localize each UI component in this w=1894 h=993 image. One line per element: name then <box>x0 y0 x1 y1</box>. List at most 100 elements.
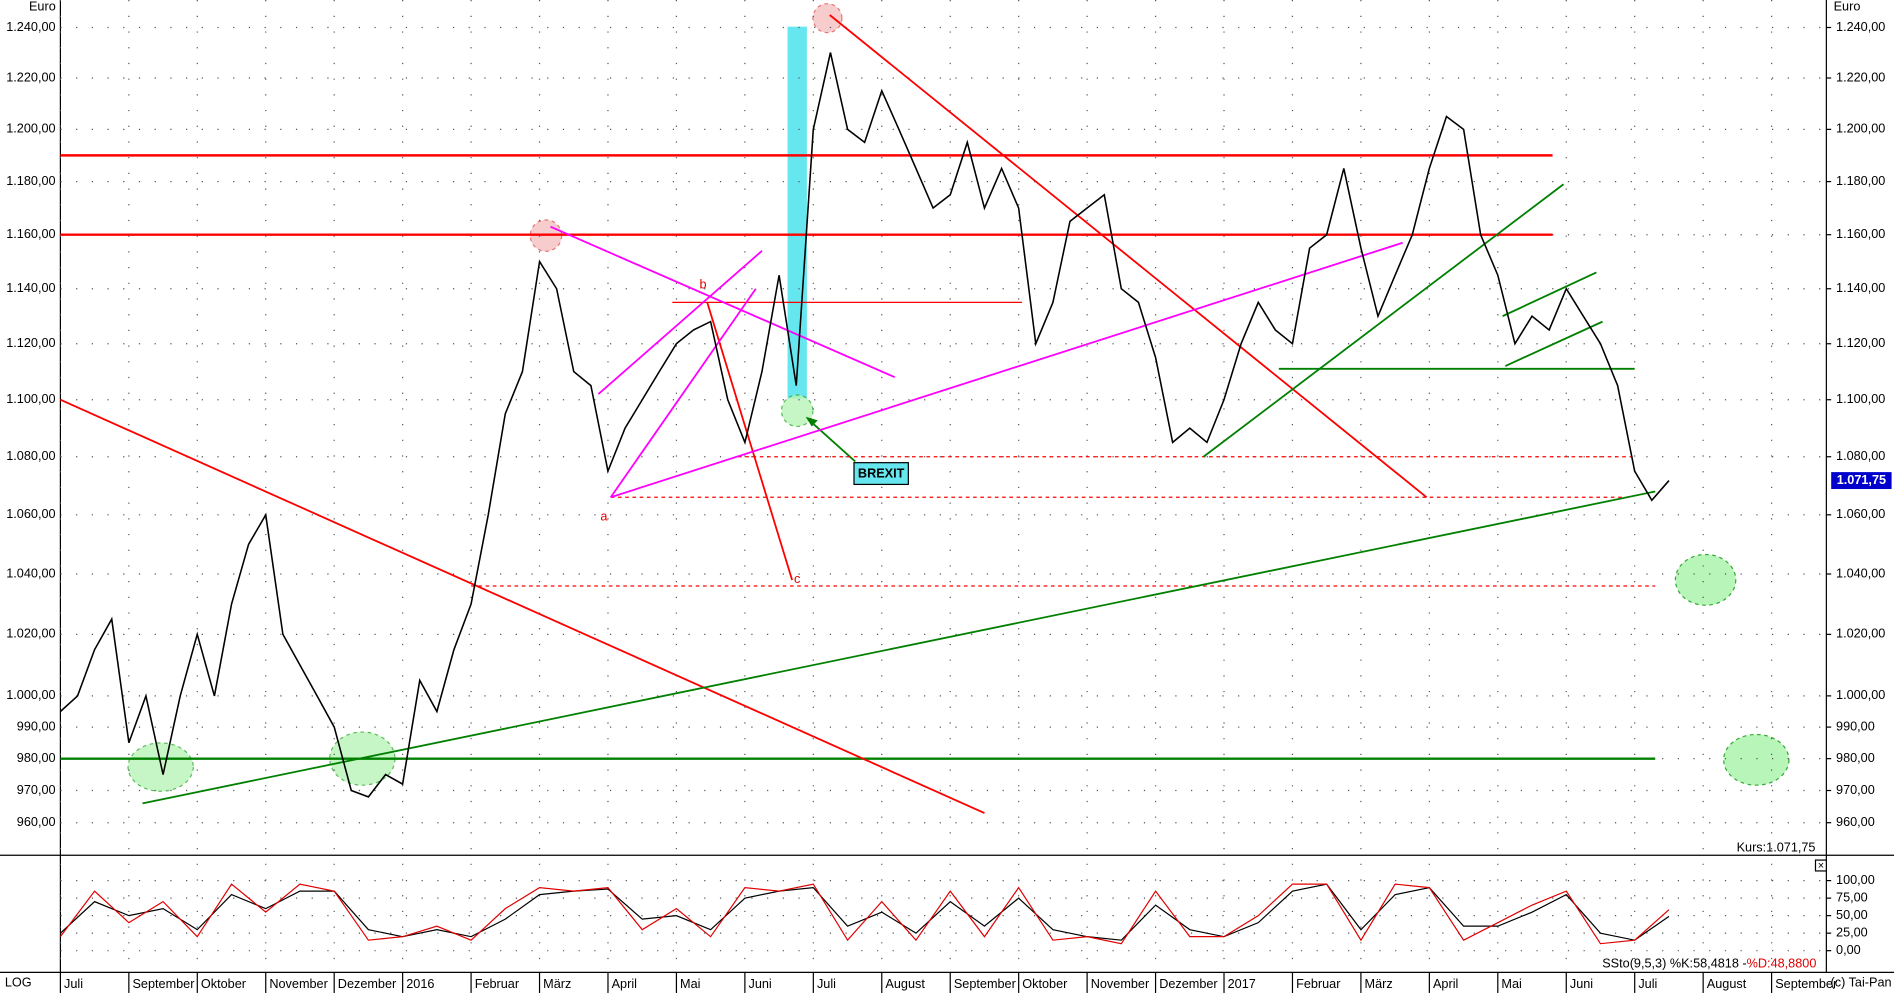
brexit-highlight <box>787 26 807 399</box>
y-tick-label: 990,00 <box>17 719 56 733</box>
y-tick-label-right: 100,00 <box>1836 873 1875 887</box>
y-tick-label-right: 1.160,00 <box>1836 227 1885 241</box>
support-zone <box>780 394 814 428</box>
trend-line <box>1504 320 1603 367</box>
x-tick-label: Juni <box>749 977 772 991</box>
last-price-box <box>1831 472 1892 490</box>
kurs-label: Kurs:1.071,75 <box>1737 840 1816 854</box>
x-tick-label: September <box>954 977 1017 991</box>
x-tick-label: November <box>269 977 328 991</box>
scale-label: LOG <box>5 976 32 990</box>
x-tick-label: Juli <box>64 977 83 991</box>
wave-label: c <box>794 572 800 586</box>
wave-label: b <box>699 277 706 291</box>
trend-line <box>1502 271 1597 317</box>
y-tick-label: 980,00 <box>17 751 56 765</box>
x-tick-label: 2016 <box>406 977 434 991</box>
wave-label: a <box>600 509 608 523</box>
x-tick-label: Februar <box>475 977 520 991</box>
y-tick-label-right: 1.000,00 <box>1836 688 1885 702</box>
y-tick-label: 1.100,00 <box>6 392 55 406</box>
x-tick-label: März <box>1365 977 1393 991</box>
y-tick-label-right: 960,00 <box>1836 815 1875 829</box>
y-tick-label-right: 0,00 <box>1836 943 1861 957</box>
brexit-arrow <box>807 418 856 463</box>
y-tick-label: 1.020,00 <box>6 627 55 641</box>
trend-line <box>60 398 985 814</box>
y-tick-label-right: 1.180,00 <box>1836 174 1885 188</box>
y-tick-label-right: 990,00 <box>1836 719 1875 733</box>
stoch-legend-d: %D:48,8800 <box>1747 956 1817 970</box>
y-tick-label-right: 1.040,00 <box>1836 566 1885 580</box>
x-tick-label: Oktober <box>201 977 247 991</box>
x-tick-label: August <box>885 977 925 991</box>
y-axis-label: Euro <box>29 0 56 14</box>
copyright: (c) Tai-Pan <box>1831 976 1892 990</box>
trend-line <box>609 288 757 498</box>
x-tick-label: Juli <box>1638 977 1657 991</box>
y-tick-label: 1.160,00 <box>6 227 55 241</box>
y-tick-label: 1.120,00 <box>6 336 55 350</box>
y-tick-label: 970,00 <box>17 783 56 797</box>
y-tick-label-right: 1.200,00 <box>1836 122 1885 136</box>
price-line <box>59 52 1670 798</box>
y-tick-label-right: 25,00 <box>1836 926 1868 940</box>
trend-line <box>550 225 896 379</box>
x-tick-label: November <box>1091 977 1150 991</box>
y-axis-label-right: Euro <box>1834 0 1861 14</box>
x-tick-label: Mai <box>680 977 700 991</box>
y-tick-label: 1.040,00 <box>6 566 55 580</box>
x-tick-label: Juni <box>1570 977 1593 991</box>
y-tick-label-right: 1.080,00 <box>1836 449 1885 463</box>
y-tick-label: 1.080,00 <box>6 449 55 463</box>
y-tick-label-right: 1.100,00 <box>1836 392 1885 406</box>
x-tick-label: April <box>612 977 637 991</box>
target-zone <box>1723 733 1790 786</box>
x-tick-label: Juli <box>817 977 836 991</box>
target-zone <box>1674 553 1737 606</box>
y-tick-label: 1.240,00 <box>6 20 55 34</box>
stoch-legend-k: SSto(9,5,3) %K:58,4818 - <box>1602 956 1746 970</box>
close-button[interactable] <box>1814 859 1827 872</box>
brexit-box <box>853 462 909 486</box>
trend-line <box>597 250 763 395</box>
y-tick-label-right: 75,00 <box>1836 890 1868 904</box>
y-tick-label: 1.060,00 <box>6 507 55 521</box>
x-tick-label: 2017 <box>1228 977 1256 991</box>
y-tick-label: 960,00 <box>17 815 56 829</box>
y-tick-label: 1.200,00 <box>6 122 55 136</box>
brexit-arrowhead <box>805 416 818 427</box>
trend-line <box>610 241 1403 499</box>
resistance-zone <box>812 3 843 34</box>
x-tick-label: Dezember <box>1159 977 1218 991</box>
trend-line <box>829 14 1428 498</box>
x-tick-label: September <box>1775 977 1838 991</box>
y-tick-label-right: 50,00 <box>1836 908 1868 922</box>
price-line <box>59 883 1670 941</box>
y-tick-label-right: 1.020,00 <box>1836 627 1885 641</box>
y-tick-label: 1.000,00 <box>6 688 55 702</box>
price-line <box>59 883 1670 945</box>
y-tick-label-right: 1.060,00 <box>1836 507 1885 521</box>
y-tick-label-right: 1.240,00 <box>1836 20 1885 34</box>
close-icon[interactable]: × <box>1818 860 1824 872</box>
x-tick-label: Februar <box>1296 977 1341 991</box>
y-tick-label-right: 970,00 <box>1836 783 1875 797</box>
brexit-label: BREXIT <box>858 466 905 480</box>
y-tick-label: 1.220,00 <box>6 70 55 84</box>
y-tick-label: 1.180,00 <box>6 174 55 188</box>
y-tick-label-right: 980,00 <box>1836 751 1875 765</box>
trend-line <box>706 302 793 581</box>
x-tick-label: Mai <box>1501 977 1521 991</box>
y-tick-label-right: 1.220,00 <box>1836 70 1885 84</box>
y-tick-label-right: 1.140,00 <box>1836 281 1885 295</box>
y-tick-label-right: 1.120,00 <box>1836 336 1885 350</box>
x-tick-label: April <box>1433 977 1458 991</box>
y-tick-label: 1.140,00 <box>6 281 55 295</box>
x-tick-label: September <box>132 977 195 991</box>
x-tick-label: Dezember <box>338 977 397 991</box>
x-tick-label: Oktober <box>1022 977 1068 991</box>
last-price-label: 1.071,75 <box>1837 473 1886 487</box>
